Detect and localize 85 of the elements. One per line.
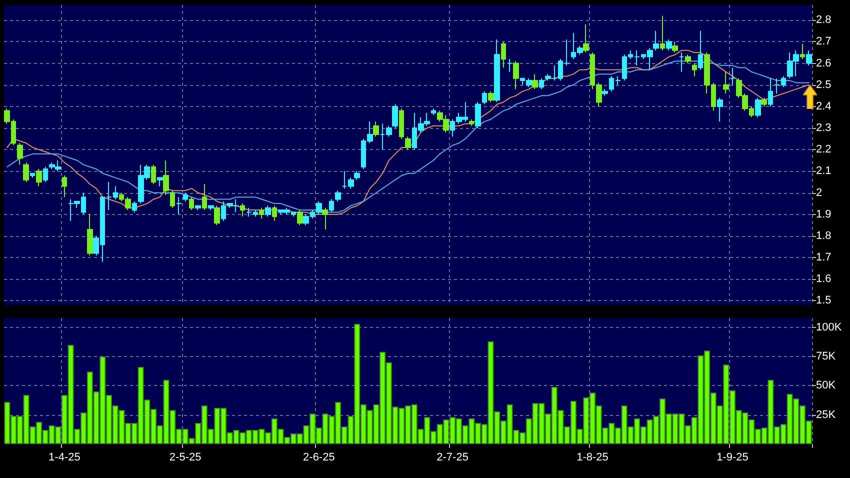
candlestick xyxy=(373,121,379,138)
candlestick xyxy=(482,90,487,105)
candlestick xyxy=(806,50,812,66)
candlestick xyxy=(405,136,411,150)
candlestick xyxy=(265,205,271,218)
candlestick xyxy=(30,172,35,178)
candlestick xyxy=(507,58,513,72)
candlestick xyxy=(195,205,201,211)
candlestick xyxy=(354,170,360,180)
candlestick xyxy=(259,207,264,220)
candlestick xyxy=(170,190,175,208)
candlestick xyxy=(494,39,500,103)
candlestick xyxy=(189,196,194,211)
x-tick-label: 2-6-25 xyxy=(303,452,335,464)
y-tick-label: 75K xyxy=(816,350,836,362)
candlestick xyxy=(679,52,684,72)
candlestick xyxy=(666,39,672,51)
candlestick xyxy=(202,184,207,211)
y-tick-label: 2.7 xyxy=(816,36,832,48)
candlestick xyxy=(539,78,544,90)
y-tick-label: 100K xyxy=(816,321,842,334)
candlestick xyxy=(685,54,691,64)
y-tick-label: 1.6 xyxy=(816,273,832,286)
candlestick xyxy=(87,214,93,256)
x-tick-label: 1-4-25 xyxy=(48,452,80,464)
candlestick xyxy=(322,207,328,230)
candlestick xyxy=(698,30,703,70)
candlestick xyxy=(163,160,169,196)
candlestick xyxy=(43,166,48,182)
candlestick xyxy=(151,164,156,185)
candlestick xyxy=(672,41,678,53)
y-tick-label: 1.7 xyxy=(816,252,832,264)
candlestick xyxy=(208,205,214,211)
candlestick xyxy=(717,97,723,122)
candlestick xyxy=(653,30,659,51)
candlestick xyxy=(297,210,303,226)
candlestick xyxy=(730,67,735,86)
candlestick xyxy=(800,43,805,60)
candlestick xyxy=(532,74,538,90)
y-tick-label: 2.5 xyxy=(816,78,832,91)
x-tick-label: 2-7-25 xyxy=(436,452,468,464)
candlestick xyxy=(272,205,277,222)
candlestick xyxy=(392,104,398,129)
y-tick-label: 50K xyxy=(816,380,836,392)
y-tick-label: 25K xyxy=(816,408,836,421)
y-tick-label: 1.5 xyxy=(816,294,832,307)
x-tick-label: 1-9-25 xyxy=(716,452,748,464)
candlestick xyxy=(583,24,589,53)
y-tick-label: 2 xyxy=(816,186,822,199)
candlestick xyxy=(62,175,67,198)
candlestick xyxy=(214,205,220,226)
y-tick-label: 2.4 xyxy=(816,100,832,112)
y-tick-label: 2.1 xyxy=(816,165,832,178)
candlestick xyxy=(488,90,494,103)
candlestick xyxy=(157,177,163,187)
x-tick-label: 1-8-25 xyxy=(576,452,608,464)
candlestick xyxy=(240,203,245,218)
candlestick xyxy=(399,108,404,140)
y-tick-label: 2.6 xyxy=(816,57,832,70)
candlestick xyxy=(36,168,42,187)
candlestick xyxy=(768,78,773,107)
candlestick xyxy=(469,118,474,126)
candlestick xyxy=(431,108,436,116)
candlestick xyxy=(501,41,506,68)
y-tick-label: 2.3 xyxy=(816,122,832,134)
x-tick-label: 2-5-25 xyxy=(169,452,202,464)
y-tick-label: 2.8 xyxy=(816,14,832,26)
candlestick xyxy=(132,200,137,213)
candlestick xyxy=(23,162,29,182)
candlestick xyxy=(329,198,334,213)
y-tick-label: 2.2 xyxy=(816,144,832,156)
y-tick-label: 1.9 xyxy=(816,208,832,220)
candlestick xyxy=(335,190,341,202)
candlestick xyxy=(602,88,608,96)
candlestick xyxy=(723,71,729,94)
candlestick xyxy=(183,192,188,202)
candlestick xyxy=(755,97,761,118)
candlestick xyxy=(475,102,481,129)
candlestick xyxy=(176,196,182,215)
candlestick xyxy=(513,60,519,90)
y-tick-label: 1.8 xyxy=(816,230,832,242)
candlestick xyxy=(660,15,665,51)
candlestick xyxy=(692,62,697,77)
candlestick xyxy=(761,97,767,107)
candlestick xyxy=(17,142,23,166)
